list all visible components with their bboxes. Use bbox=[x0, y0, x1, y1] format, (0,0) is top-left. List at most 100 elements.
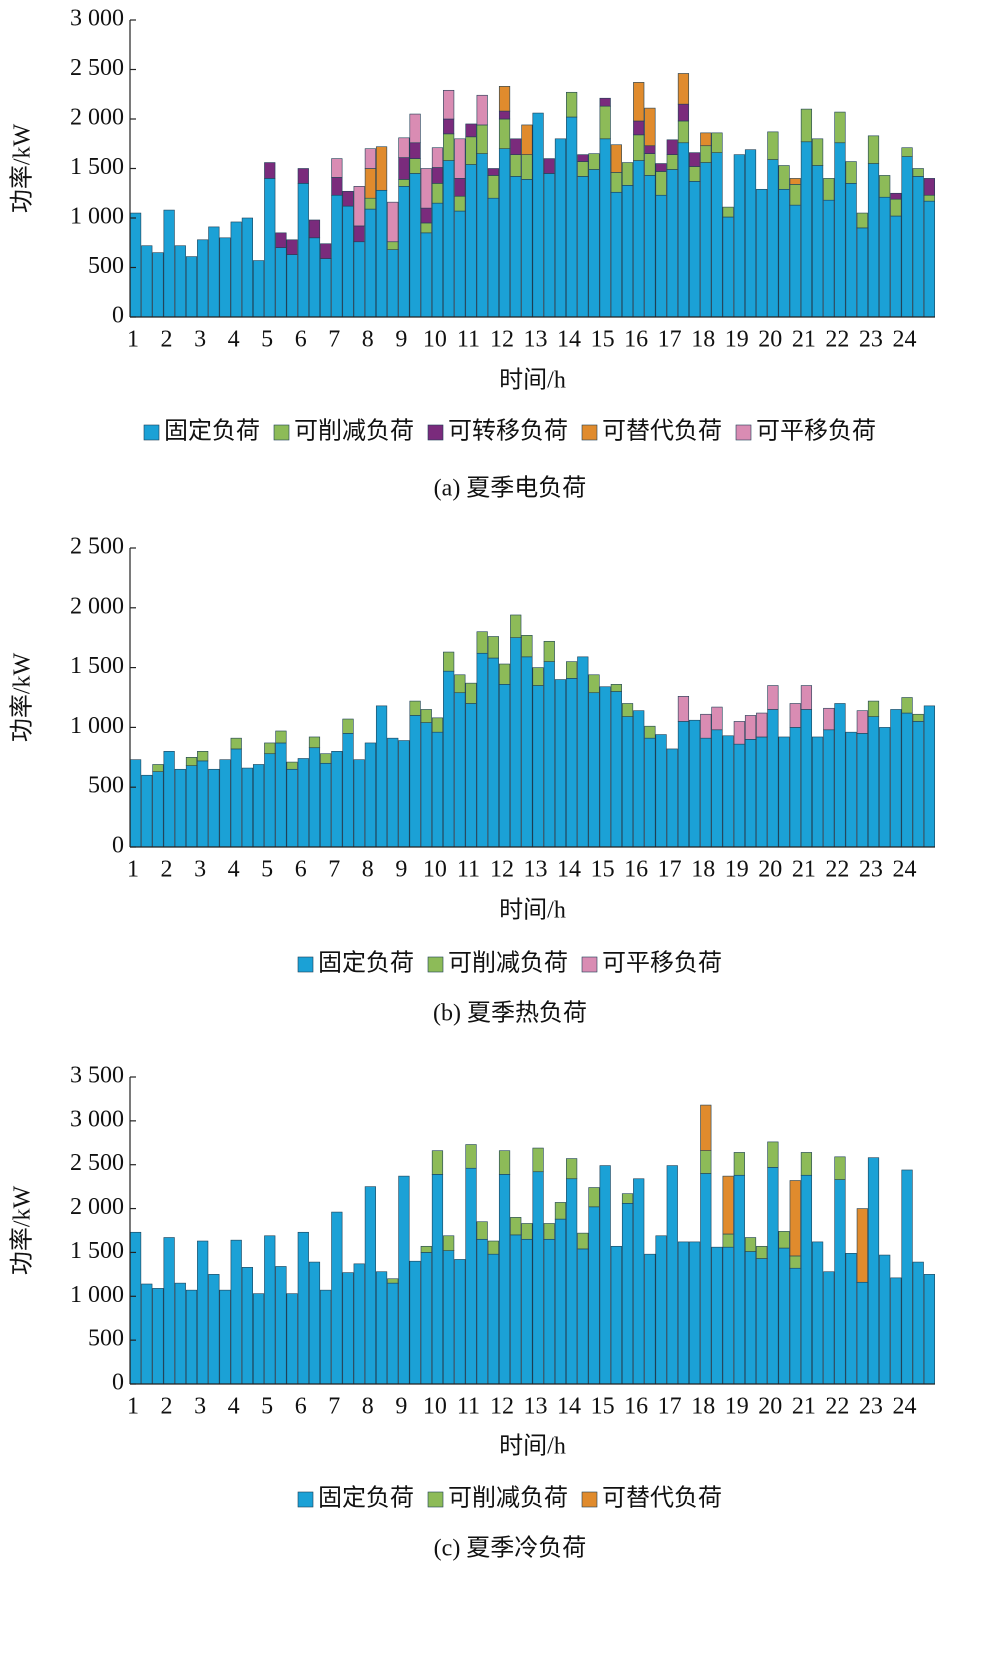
bar-segment bbox=[476, 153, 488, 318]
bar-segment bbox=[778, 1231, 790, 1249]
bar-segment bbox=[867, 700, 880, 717]
bar-segment bbox=[308, 219, 321, 239]
bar-segment bbox=[566, 1158, 578, 1180]
bar-segment bbox=[599, 97, 611, 107]
bar-segment bbox=[722, 1246, 734, 1385]
x-tick-label: 13 bbox=[524, 327, 548, 353]
bar-segment bbox=[543, 158, 555, 174]
bar-segment bbox=[666, 154, 678, 170]
bar-segment bbox=[174, 245, 186, 318]
bar-segment bbox=[700, 1150, 712, 1174]
bar-segment bbox=[308, 1261, 321, 1385]
legend: 固定负荷 可削减负荷 可平移负荷 bbox=[297, 950, 722, 977]
bar-segment bbox=[465, 703, 477, 848]
x-tick-label: 6 bbox=[295, 327, 307, 353]
bar-segment bbox=[744, 1251, 757, 1385]
y-tick-label: 0 bbox=[112, 1370, 124, 1396]
y-tick-label: 2 500 bbox=[70, 55, 124, 81]
bar-segment bbox=[912, 721, 924, 848]
bar-segment bbox=[923, 194, 936, 202]
bar-segment bbox=[387, 249, 399, 318]
bar-segment bbox=[454, 210, 466, 318]
x-tick-label: 17 bbox=[658, 1394, 682, 1420]
bar-segment bbox=[185, 256, 198, 318]
bar-segment bbox=[912, 176, 924, 318]
x-tick-label: 2 bbox=[161, 857, 173, 883]
bar-segment bbox=[409, 1260, 421, 1385]
bar-segment bbox=[219, 237, 231, 318]
bar-segment bbox=[756, 1258, 768, 1385]
bar-segment bbox=[163, 751, 175, 848]
bar-segment bbox=[633, 134, 645, 161]
bar-segment bbox=[375, 189, 388, 318]
bar-segment bbox=[320, 753, 332, 764]
bar-segment bbox=[409, 142, 421, 159]
bar-segment bbox=[666, 169, 678, 318]
bar-segment bbox=[409, 158, 421, 174]
bar-segment bbox=[722, 1233, 734, 1248]
bar-segment bbox=[454, 692, 466, 848]
bar-segment bbox=[577, 656, 589, 848]
bar-segment bbox=[655, 734, 667, 848]
bar-segment bbox=[331, 751, 343, 848]
bar-segment bbox=[879, 727, 891, 848]
bar-segment bbox=[130, 759, 142, 848]
x-tick-label: 22 bbox=[825, 327, 849, 353]
bar-segment bbox=[834, 1156, 846, 1180]
bar-segment bbox=[498, 118, 511, 150]
x-tick-label: 20 bbox=[758, 1394, 782, 1420]
bar-segment bbox=[375, 705, 388, 848]
bar-segment bbox=[901, 147, 913, 157]
bar-segment bbox=[264, 742, 276, 755]
bar-segment bbox=[398, 157, 410, 180]
bar-segment bbox=[543, 640, 555, 662]
bar-segment bbox=[320, 243, 332, 259]
bar-segment bbox=[633, 710, 645, 848]
bar-segment bbox=[677, 120, 690, 144]
bar-segment bbox=[286, 239, 298, 255]
x-tick-label: 7 bbox=[328, 327, 340, 353]
bar-segment bbox=[689, 166, 701, 182]
bar-segment bbox=[890, 1277, 902, 1385]
bar-segment bbox=[130, 212, 142, 318]
x-tick-label: 19 bbox=[725, 857, 749, 883]
x-tick-label: 5 bbox=[261, 857, 273, 883]
bar-segment bbox=[744, 149, 757, 318]
bar-segment bbox=[711, 132, 723, 153]
bar-segment bbox=[230, 221, 242, 318]
bar-segment bbox=[599, 138, 611, 318]
bar-segment bbox=[655, 1235, 667, 1385]
bar-segment bbox=[700, 132, 712, 147]
bar-segment bbox=[856, 227, 868, 318]
bar-segment bbox=[420, 1245, 432, 1253]
bar-segment bbox=[431, 167, 444, 184]
legend: 固定负荷 可削减负荷 可转移负荷 可替代负荷 可平移负荷 bbox=[143, 418, 876, 445]
bar-segment bbox=[510, 1234, 522, 1385]
bar-segment bbox=[230, 1239, 242, 1385]
bar-segment bbox=[465, 136, 477, 165]
y-tick-label: 2 000 bbox=[70, 105, 124, 131]
bar-segment bbox=[342, 1272, 354, 1385]
legend-label: 固定负荷 bbox=[318, 950, 414, 977]
x-tick-label: 9 bbox=[395, 857, 407, 883]
bar-segment bbox=[476, 631, 488, 654]
bar-segment bbox=[342, 718, 354, 734]
bar-segment bbox=[331, 1211, 343, 1385]
bar-segment bbox=[711, 152, 723, 318]
bar-segment bbox=[756, 736, 768, 848]
x-tick-label: 3 bbox=[194, 327, 206, 353]
bar-segment bbox=[890, 215, 902, 318]
bar-segment bbox=[566, 1178, 578, 1385]
bar-segment bbox=[744, 1237, 757, 1252]
x-tick-label: 6 bbox=[295, 1394, 307, 1420]
bar-segment bbox=[476, 94, 488, 126]
x-tick-label: 15 bbox=[591, 327, 615, 353]
legend-swatch bbox=[427, 424, 444, 441]
bar-segment bbox=[308, 237, 321, 318]
x-tick-label: 4 bbox=[228, 327, 240, 353]
chart: 1 2 3 4 5 6 7 8 9 10 11 12 13 14 15 16 17 18 19 20 21 22 23 240… bbox=[9, 1063, 936, 1562]
bar-segment bbox=[487, 1240, 499, 1255]
x-tick-label: 1 bbox=[127, 327, 139, 353]
legend-swatch bbox=[143, 424, 160, 441]
